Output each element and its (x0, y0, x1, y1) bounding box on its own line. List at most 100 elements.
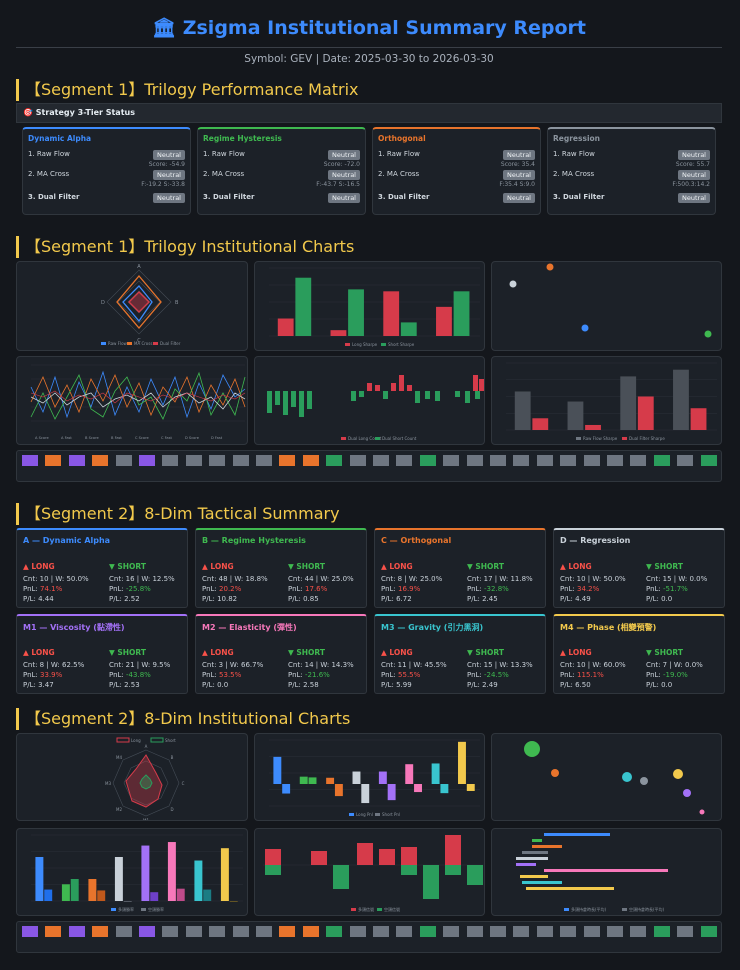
status-badge: Neutral (153, 193, 185, 203)
short-pnl: PnL: 17.6% (288, 585, 328, 593)
score-text: Score: -54.9 (148, 161, 185, 168)
long-signal-bar (357, 843, 373, 865)
timeline-cell (68, 455, 85, 466)
legend-a-score: A Score (35, 436, 49, 440)
short-label: ▼ SHORT (646, 648, 683, 657)
timeline-cell (513, 926, 530, 937)
dim-title: D — Regression (560, 536, 631, 545)
short-count: Cnt: 7 | W: 0.0% (646, 661, 703, 669)
timeline-cell (139, 455, 155, 466)
line-series-d-score (30, 392, 246, 410)
legend-short-sharpe: Short Sharpe (388, 342, 415, 347)
long-stats: ▲ LONG Cnt: 10 | W: 50.0% PnL: 34.2% P/L… (560, 562, 640, 604)
long-count: Cnt: 8 | W: 62.5% (23, 661, 85, 669)
bar-多頭勝率 (88, 879, 97, 901)
bar-空頭勝率 (70, 879, 79, 901)
hold-bar (532, 839, 542, 842)
legend-swatch-long-signal (351, 908, 356, 911)
bar-short-pnl (308, 777, 317, 784)
short-pnl: PnL: -32.8% (467, 585, 509, 593)
short-label: ▼ SHORT (288, 562, 325, 571)
timeline-cell (279, 926, 296, 937)
long-pl-ratio: P/L: 5.99 (381, 681, 412, 689)
row-label: 2. MA Cross (203, 170, 245, 178)
timeline-cell (700, 926, 717, 937)
short-count: Cnt: 15 | W: 0.0% (646, 575, 708, 583)
raw-flow-row: 1. Raw Flow Neutral (553, 150, 710, 160)
radar-axis-label: C (182, 781, 185, 786)
dim-pnl-bar-panel: Long Pnl Short Pnl (254, 733, 485, 821)
status-badge: Neutral (328, 170, 360, 180)
legend-b-score: B Score (85, 436, 99, 440)
long-count: Cnt: 11 | W: 45.5% (381, 661, 447, 669)
short-pnl: PnL: -43.8% (109, 671, 151, 679)
timeline-cell (209, 455, 226, 466)
bar-long-pnl (326, 777, 335, 784)
short-stats: ▼ SHORT Cnt: 44 | W: 25.0% PnL: 17.6% P/… (288, 562, 368, 604)
bar-空頭勝率 (176, 888, 185, 901)
status-badge: Neutral (328, 150, 360, 160)
short-pnl: PnL: -25.8% (109, 585, 151, 593)
legend-long-winrate: 多頭勝率 (118, 906, 134, 912)
short-stats: ▼ SHORT Cnt: 14 | W: 14.3% PnL: -21.6% P… (288, 648, 368, 690)
ma-cross-row: 2. MA Cross Neutral (203, 170, 360, 180)
long-label: ▲ LONG (23, 562, 55, 571)
short-stats: ▼ SHORT Cnt: 15 | W: 13.3% PnL: -24.5% P… (467, 648, 547, 690)
trilogy-filter-sharpe-chart: Raw Flow Sharpe Dual Filter Sharpe (506, 362, 717, 441)
timeline-cell (302, 926, 319, 937)
bar-多頭勝率 (141, 845, 150, 901)
bar-多頭勝率 (194, 860, 203, 901)
long-pnl: PnL: 74.1% (23, 585, 63, 593)
dim-card: C — Orthogonal ▲ LONG Cnt: 8 | W: 25.0% … (374, 528, 546, 608)
line-series-c-score (30, 371, 246, 420)
short-signal-bar (467, 865, 483, 885)
bar-short-pnl (466, 784, 475, 791)
timeline-cell (68, 926, 85, 937)
timeline-cell (513, 455, 530, 466)
dim-card: B — Regime Hysteresis ▲ LONG Cnt: 48 | W… (195, 528, 367, 608)
legend-swatch-dual-filter (153, 342, 158, 345)
legend-dual-filter-sharpe: Dual Filter Sharpe (629, 436, 665, 441)
dual-short-bar (455, 391, 460, 397)
report-header: 🏛 Zsigma Institutional Summary Report Sy… (16, 12, 722, 65)
bubble-point (683, 789, 691, 797)
trilogy-card: Regime Hysteresis 1. Raw Flow Neutral Sco… (197, 127, 366, 215)
fast-slow-text: F:35.4 S:9.0 (499, 181, 535, 188)
timeline-cell (419, 455, 436, 466)
timeline-cell (677, 926, 694, 937)
timeline-cell (256, 926, 272, 937)
timeline-cell (443, 455, 460, 466)
radar-grid-mid (117, 280, 161, 324)
legend-c-fast: C Fast (161, 436, 172, 440)
status-badge: Neutral (678, 150, 710, 160)
short-count: Cnt: 16 | W: 12.5% (109, 575, 175, 583)
dual-short-bar (359, 391, 364, 397)
trilogy-score-line-panel: A Score A Fast B Score B Fast C Score C … (16, 356, 248, 445)
dual-long-bar (473, 375, 478, 391)
row-label: 2. MA Cross (553, 170, 595, 178)
fast-slow-text: F:-19.2 S:-33.8 (141, 181, 185, 188)
bar-short-pnl (334, 784, 343, 797)
short-count: Cnt: 44 | W: 25.0% (288, 575, 354, 583)
legend-swatch-dual-filter-sharpe (622, 437, 627, 440)
scatter-point (509, 280, 517, 288)
legend-swatch-long-hold (564, 908, 569, 911)
row-label: 2. MA Cross (28, 170, 70, 178)
timeline-cell (630, 926, 647, 937)
bar-short-pnl (282, 784, 291, 794)
short-pl-ratio: P/L: 2.58 (288, 681, 319, 689)
timeline-cell (583, 455, 600, 466)
radar-grid (112, 749, 180, 817)
bar-long-sharpe (330, 330, 347, 336)
long-pnl: PnL: 55.5% (381, 671, 421, 679)
radar-axis-label: M3 (105, 781, 111, 786)
short-label: ▼ SHORT (646, 562, 683, 571)
legend-long: Long (131, 738, 141, 743)
short-pnl: PnL: -24.5% (467, 671, 509, 679)
timeline-cell (630, 455, 647, 466)
dual-short-bar (435, 391, 440, 401)
bar-long-pnl (299, 776, 308, 784)
dual-short-bar (267, 391, 272, 413)
bar-long-pnl (431, 763, 440, 784)
long-pl-ratio: P/L: 6.50 (560, 681, 591, 689)
